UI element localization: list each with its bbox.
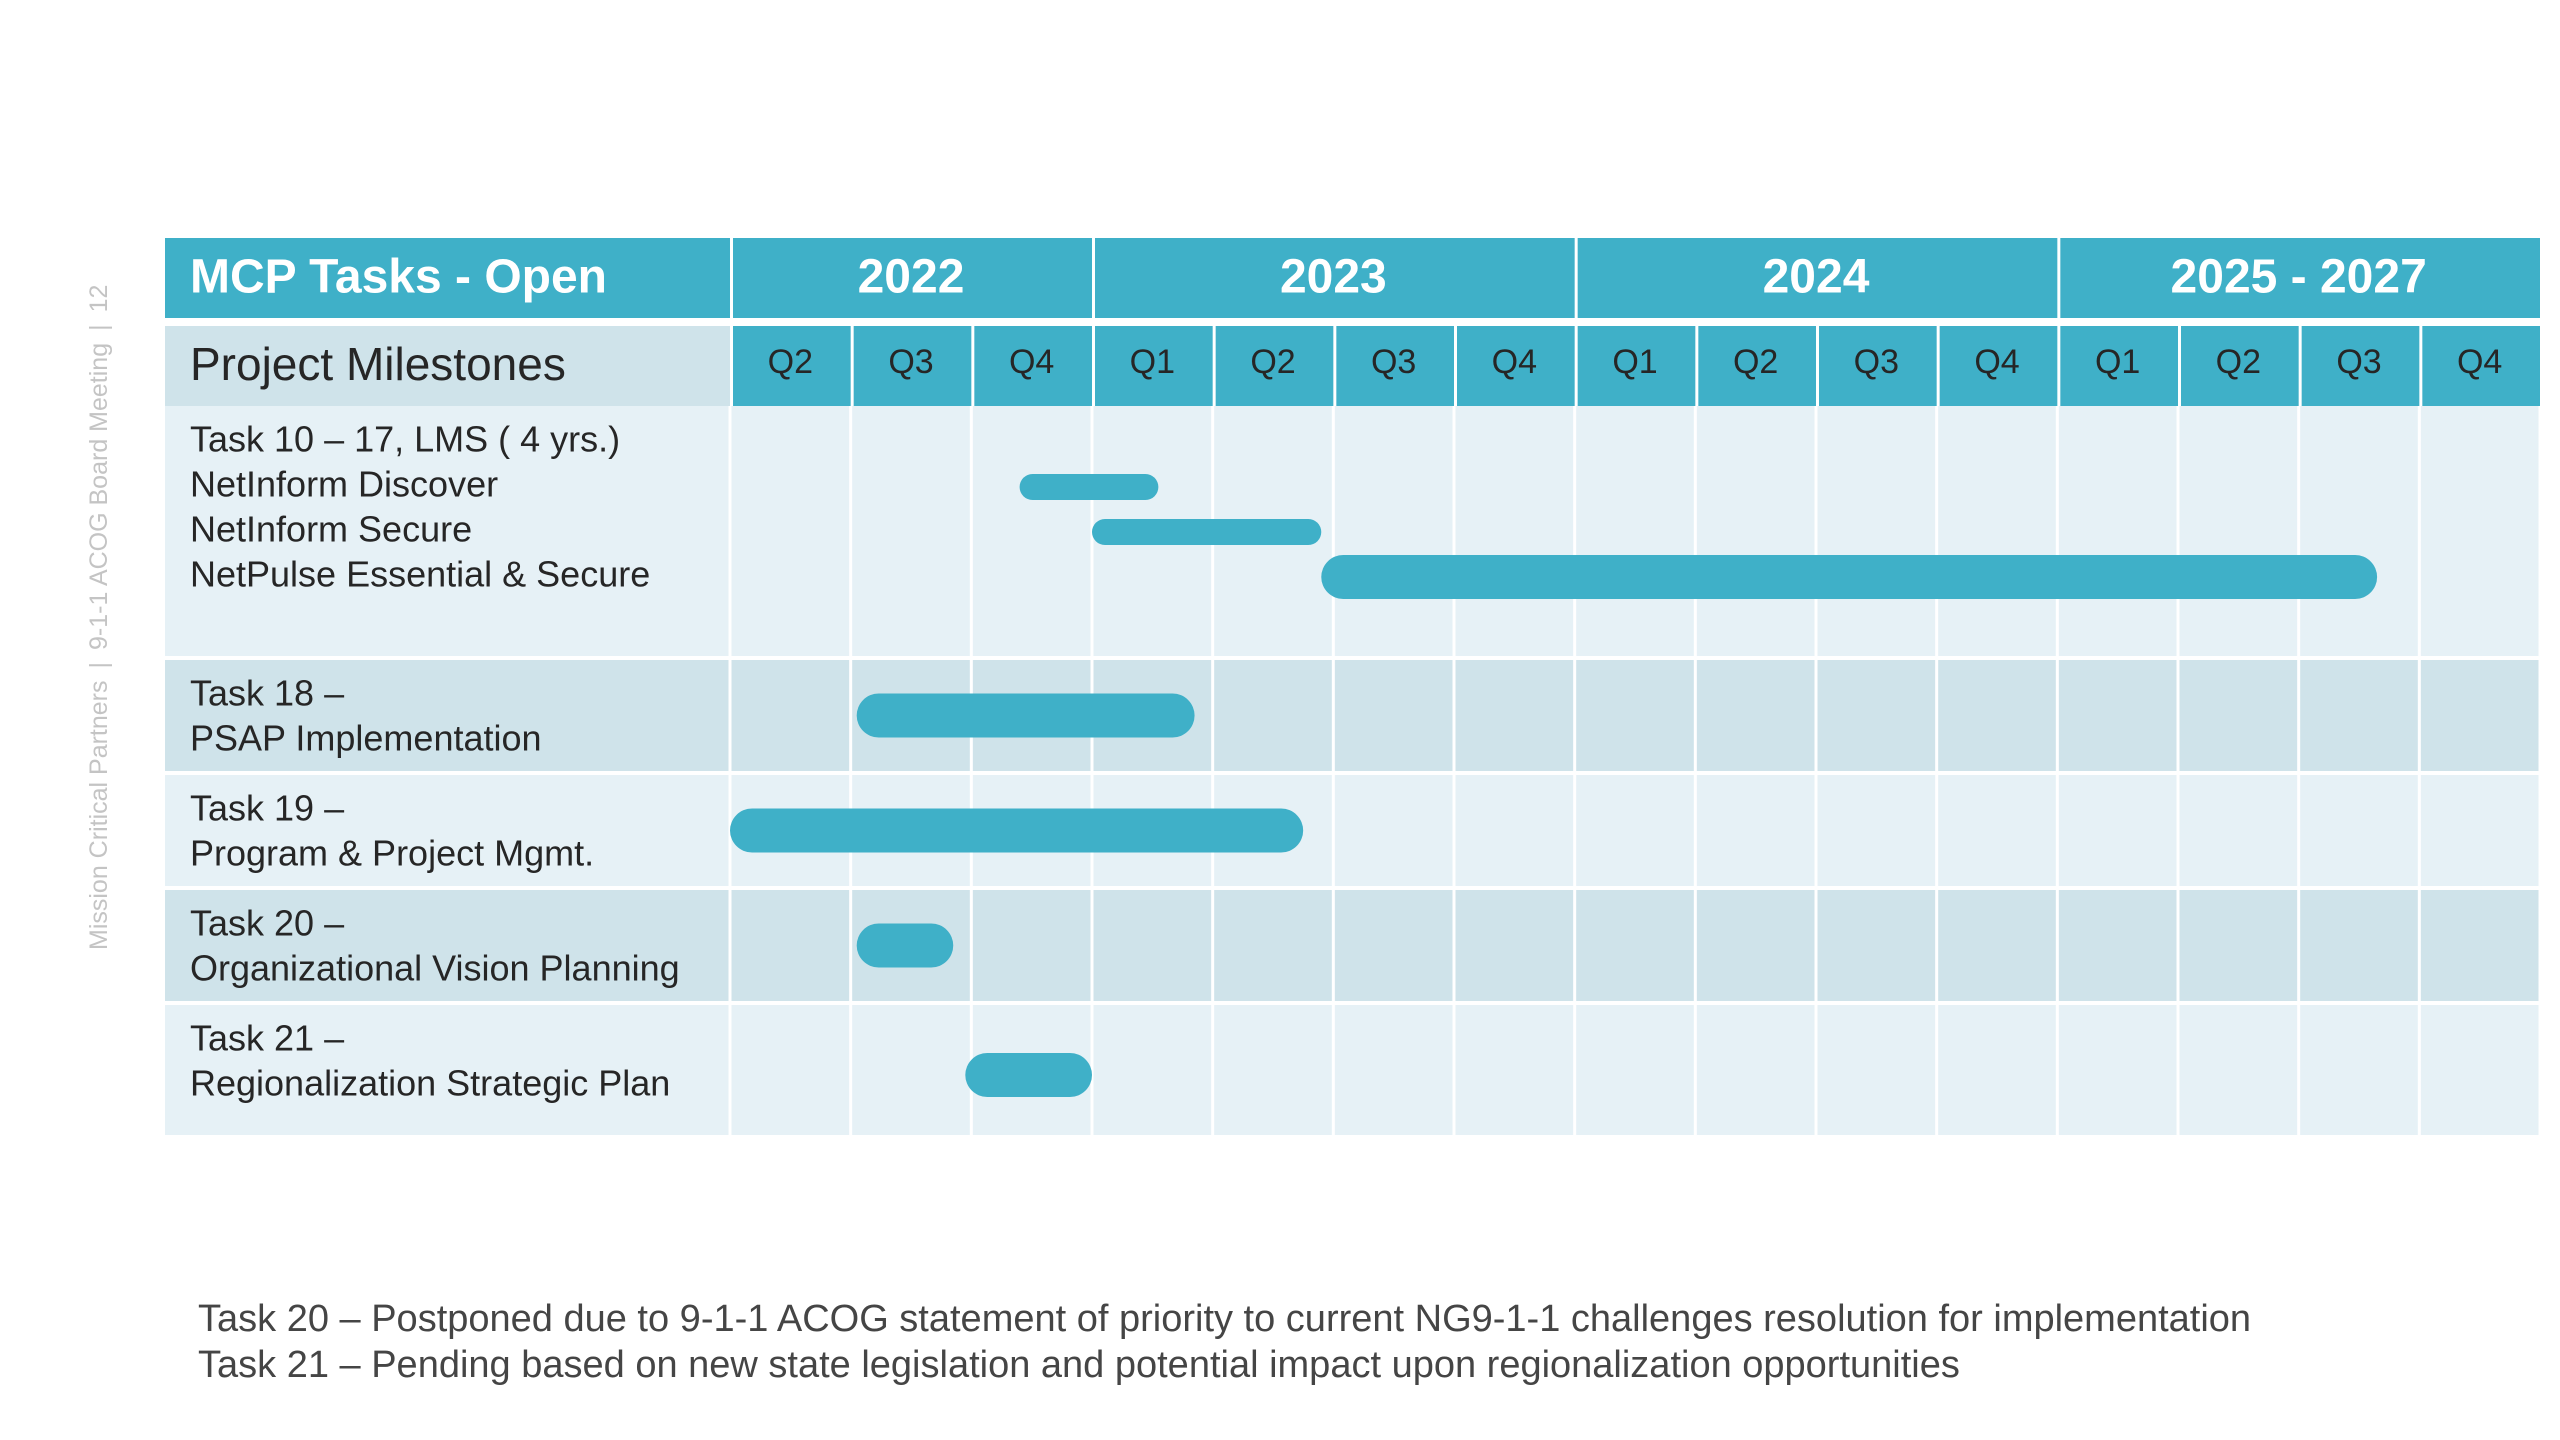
quarter-header-cell — [2422, 326, 2540, 406]
task-label-line: NetInform Secure — [190, 509, 472, 550]
quarter-header-cell — [2060, 326, 2178, 406]
milestones-header-label: Project Milestones — [190, 338, 566, 390]
task-label-line: Regionalization Strategic Plan — [190, 1063, 670, 1104]
task-label-line: Program & Project Mgmt. — [190, 833, 594, 874]
quarter-label: Q2 — [1733, 343, 1778, 381]
quarter-header-cell — [1939, 326, 2058, 406]
quarter-label: Q1 — [1612, 343, 1657, 381]
task-row-bg — [165, 775, 2540, 886]
quarter-header-cell — [1457, 326, 1575, 406]
corner-header-cell — [165, 238, 730, 318]
task-row-bg — [165, 406, 2540, 656]
quarter-label: Q3 — [1854, 343, 1899, 381]
note-task-21: Task 21 – Pending based on new state leg… — [198, 1344, 1960, 1386]
quarter-header-cell — [2301, 326, 2420, 406]
quarter-header-cell — [1095, 326, 1213, 406]
quarter-label: Q3 — [1371, 343, 1416, 381]
quarter-label: Q2 — [768, 343, 813, 381]
task-label-line: Task 19 – — [190, 788, 344, 829]
quarter-header-cell — [853, 326, 972, 406]
quarter-label: Q1 — [1130, 343, 1175, 381]
gantt-bar — [856, 923, 954, 968]
gantt-bar — [856, 693, 1195, 738]
year-label: 2024 — [1763, 251, 1870, 304]
year-header-cell — [1577, 238, 2058, 318]
task-row-bg — [165, 890, 2540, 1001]
task-label-line: Task 10 – 17, LMS ( 4 yrs.) — [190, 419, 620, 460]
year-header-cell — [733, 238, 1092, 318]
year-label: 2025 - 2027 — [2171, 251, 2427, 304]
quarter-label: Q2 — [2216, 343, 2261, 381]
task-label-line: Task 21 – — [190, 1018, 344, 1059]
year-label: 2023 — [1280, 251, 1387, 304]
task-label-line: PSAP Implementation — [190, 718, 542, 759]
gantt-bar — [1092, 519, 1322, 545]
year-header-cell — [1095, 238, 1575, 318]
task-label-line: Task 18 – — [190, 673, 344, 714]
quarter-header-cell — [1698, 326, 1816, 406]
quarter-label: Q4 — [2457, 343, 2502, 381]
gantt-bar — [1321, 555, 2378, 599]
task-label-line: NetPulse Essential & Secure — [190, 554, 650, 595]
quarter-label: Q1 — [2095, 343, 2140, 381]
quarter-label: Q2 — [1250, 343, 1295, 381]
gantt-bar — [730, 808, 1304, 853]
task-label-line: Task 20 – — [190, 903, 344, 944]
corner-header-label: MCP Tasks - Open — [190, 251, 607, 304]
task-row-bg — [165, 1005, 2540, 1135]
year-label: 2022 — [858, 251, 965, 304]
quarter-label: Q3 — [2336, 343, 2381, 381]
quarter-label: Q4 — [1974, 343, 2019, 381]
quarter-header-cell — [974, 326, 1092, 406]
notes: Task 20 – Postponed due to 9-1-1 ACOG st… — [198, 1296, 2251, 1388]
note-task-20: Task 20 – Postponed due to 9-1-1 ACOG st… — [198, 1298, 2252, 1340]
quarter-label: Q3 — [888, 343, 933, 381]
quarter-header-cell — [1577, 326, 1696, 406]
milestones-header-cell — [165, 326, 730, 406]
quarter-label: Q4 — [1492, 343, 1537, 381]
gantt-bar — [965, 1053, 1092, 1097]
task-label-line: NetInform Discover — [190, 464, 498, 505]
gantt-bar — [1019, 474, 1159, 500]
quarter-header-cell — [2181, 326, 2299, 406]
year-header-cell — [2060, 238, 2540, 318]
quarter-header-cell — [1819, 326, 1937, 406]
quarter-header-cell — [733, 326, 851, 406]
quarter-label: Q4 — [1009, 343, 1054, 381]
quarter-header-cell — [1215, 326, 1334, 406]
quarter-header-cell — [1336, 326, 1454, 406]
task-row-bg — [165, 660, 2540, 771]
task-label-line: Organizational Vision Planning — [190, 948, 680, 989]
